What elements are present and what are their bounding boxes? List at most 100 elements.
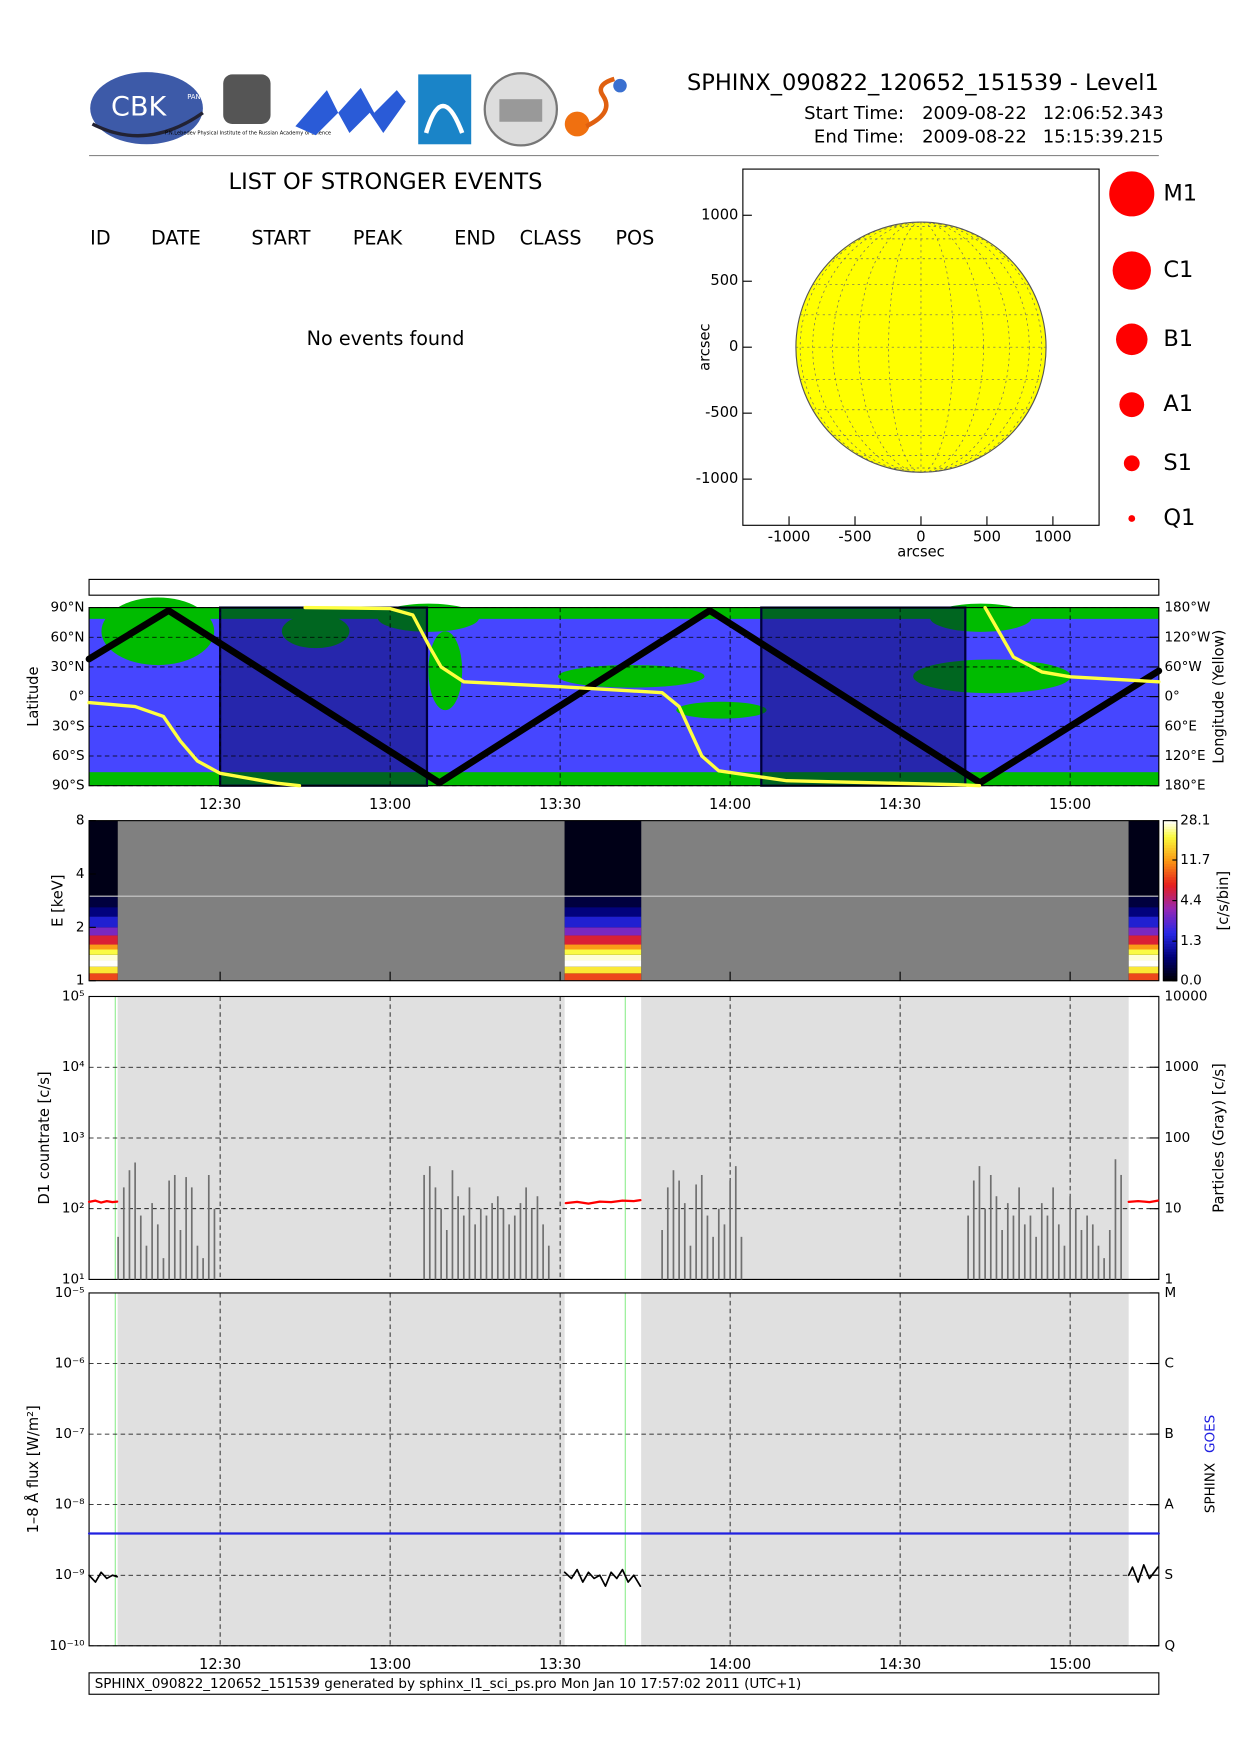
colorbar-cell: [1163, 946, 1177, 950]
events-column: POS: [615, 226, 654, 249]
spectrum-cell: [1128, 944, 1159, 950]
x-tick-label: 15:00: [1049, 1656, 1091, 1673]
spectrum-cell: [1128, 907, 1159, 917]
logo-lebedev: P.N.Lebedev Physical Institute of the Ru…: [165, 131, 331, 137]
colorbar-cell: [1163, 825, 1177, 830]
y-tick-label: 10⁻⁸: [55, 1497, 85, 1513]
y2-axis-label: Longitude (Yellow): [1211, 630, 1228, 764]
legend-marker: [1115, 323, 1148, 356]
colorbar-cell: [1163, 964, 1177, 968]
spectrum-cell: [564, 954, 642, 961]
y-axis-label: E [keV]: [50, 875, 67, 927]
colorbar-cell: [1163, 914, 1177, 918]
spectrum-cell: [564, 935, 642, 945]
spectrum-cell: [564, 960, 642, 967]
colorbar-cell: [1163, 820, 1177, 824]
plot-frame: [88, 820, 1160, 982]
events-column: PEAK: [353, 226, 403, 249]
spectrum-cell: [1128, 916, 1159, 928]
x-tick-label: 13:00: [369, 796, 411, 813]
colorbar-cell: [1163, 908, 1177, 912]
colorbar-cell: [1163, 970, 1177, 974]
spectrum-cell: [564, 966, 642, 974]
colorbar-cell: [1163, 839, 1177, 843]
logo-arc: [418, 74, 472, 145]
x-tick-label: 12:30: [199, 796, 241, 813]
logo-sun: [564, 111, 590, 137]
logo-mifi: [295, 87, 406, 136]
events-column: END: [454, 226, 495, 249]
legend-marker: [1109, 171, 1155, 217]
colorbar-cell: [1163, 978, 1177, 982]
logo-cbk: [90, 72, 203, 145]
logo-sub: PAN: [187, 93, 200, 101]
y-tick-label: 10⁻⁵: [55, 1285, 85, 1301]
spectrum-cell: [89, 907, 118, 917]
logo-text: CBK: [111, 92, 167, 123]
y-tick-label: -500: [705, 404, 738, 421]
y2-tick-label: 1000: [1164, 1059, 1198, 1075]
y-axis-label: D1 countrate [c/s]: [36, 1071, 53, 1204]
observation-interval: [564, 1292, 642, 1646]
colorbar-tick-label: 11.7: [1180, 852, 1210, 868]
colorbar-cell: [1163, 916, 1177, 920]
colorbar-cell: [1163, 962, 1177, 966]
spectrum-cell: [564, 944, 642, 950]
start-label: Start Time:: [804, 103, 904, 124]
x-tick-label: 1000: [1034, 529, 1071, 546]
y2-tick-label: 1: [1164, 1271, 1173, 1287]
y2-tick-label: 0°: [1164, 689, 1179, 705]
colorbar-cell: [1163, 847, 1177, 851]
legend-label: Q1: [1163, 505, 1195, 531]
colorbar-cell: [1163, 855, 1177, 859]
y2-tick-label: M: [1164, 1285, 1176, 1301]
y-tick-label: 2: [76, 919, 85, 935]
colorbar-cell: [1163, 828, 1177, 832]
events-column: START: [251, 226, 310, 249]
colorbar-cell: [1163, 898, 1177, 902]
colorbar-cell: [1163, 954, 1177, 958]
events-column: DATE: [151, 226, 201, 249]
spectrum-cell: [564, 949, 642, 955]
colorbar-tick-label: 28.1: [1180, 813, 1210, 829]
meridian: [832, 221, 1010, 473]
x-tick-label: 14:00: [709, 1656, 751, 1673]
spectrum-cell: [89, 896, 118, 908]
plot-frame: [88, 1292, 1160, 1647]
series-line: [87, 1199, 1160, 1205]
y2-tick-label: C: [1164, 1356, 1173, 1372]
colorbar-cell: [1163, 833, 1177, 838]
colorbar-cell: [1163, 873, 1177, 878]
x-tick-label: 14:30: [879, 796, 921, 813]
y2-tick-label: 60°E: [1164, 718, 1197, 734]
x-tick-label: 14:30: [879, 1656, 921, 1673]
map-land: [89, 607, 1159, 619]
x-tick-label: 12:30: [199, 1656, 241, 1673]
logo-portrait: [223, 74, 271, 124]
colorbar-cell: [1163, 935, 1177, 939]
colorbar-cell: [1163, 879, 1177, 883]
y2-tick-label: 60°W: [1164, 659, 1201, 675]
colorbar-cell: [1163, 922, 1177, 926]
spectrum-cell: [89, 949, 118, 955]
y-axis-label: arcsec: [697, 323, 714, 370]
spectrum-cell: [1128, 960, 1159, 967]
spectrum-cell: [89, 927, 118, 936]
map-land: [676, 701, 767, 719]
colorbar-cell: [1163, 844, 1177, 848]
legend-marker: [1112, 251, 1151, 290]
colorbar-cell: [1163, 876, 1177, 880]
y2-tick-label: B: [1164, 1426, 1173, 1442]
y2-tick-label: 180°W: [1164, 600, 1210, 616]
colorbar-cell: [1163, 906, 1177, 910]
colorbar-cell: [1163, 900, 1177, 904]
end-label: End Time:: [814, 127, 904, 148]
colorbar-tick-label: 4.4: [1180, 893, 1202, 909]
y-tick-label: 10³: [62, 1130, 85, 1146]
y-tick-label: 1: [76, 973, 85, 989]
y2-tick-label: 120°E: [1164, 748, 1205, 764]
map-land: [101, 597, 215, 666]
x-tick-label: 0: [916, 529, 925, 546]
colorbar-cell: [1163, 903, 1177, 907]
